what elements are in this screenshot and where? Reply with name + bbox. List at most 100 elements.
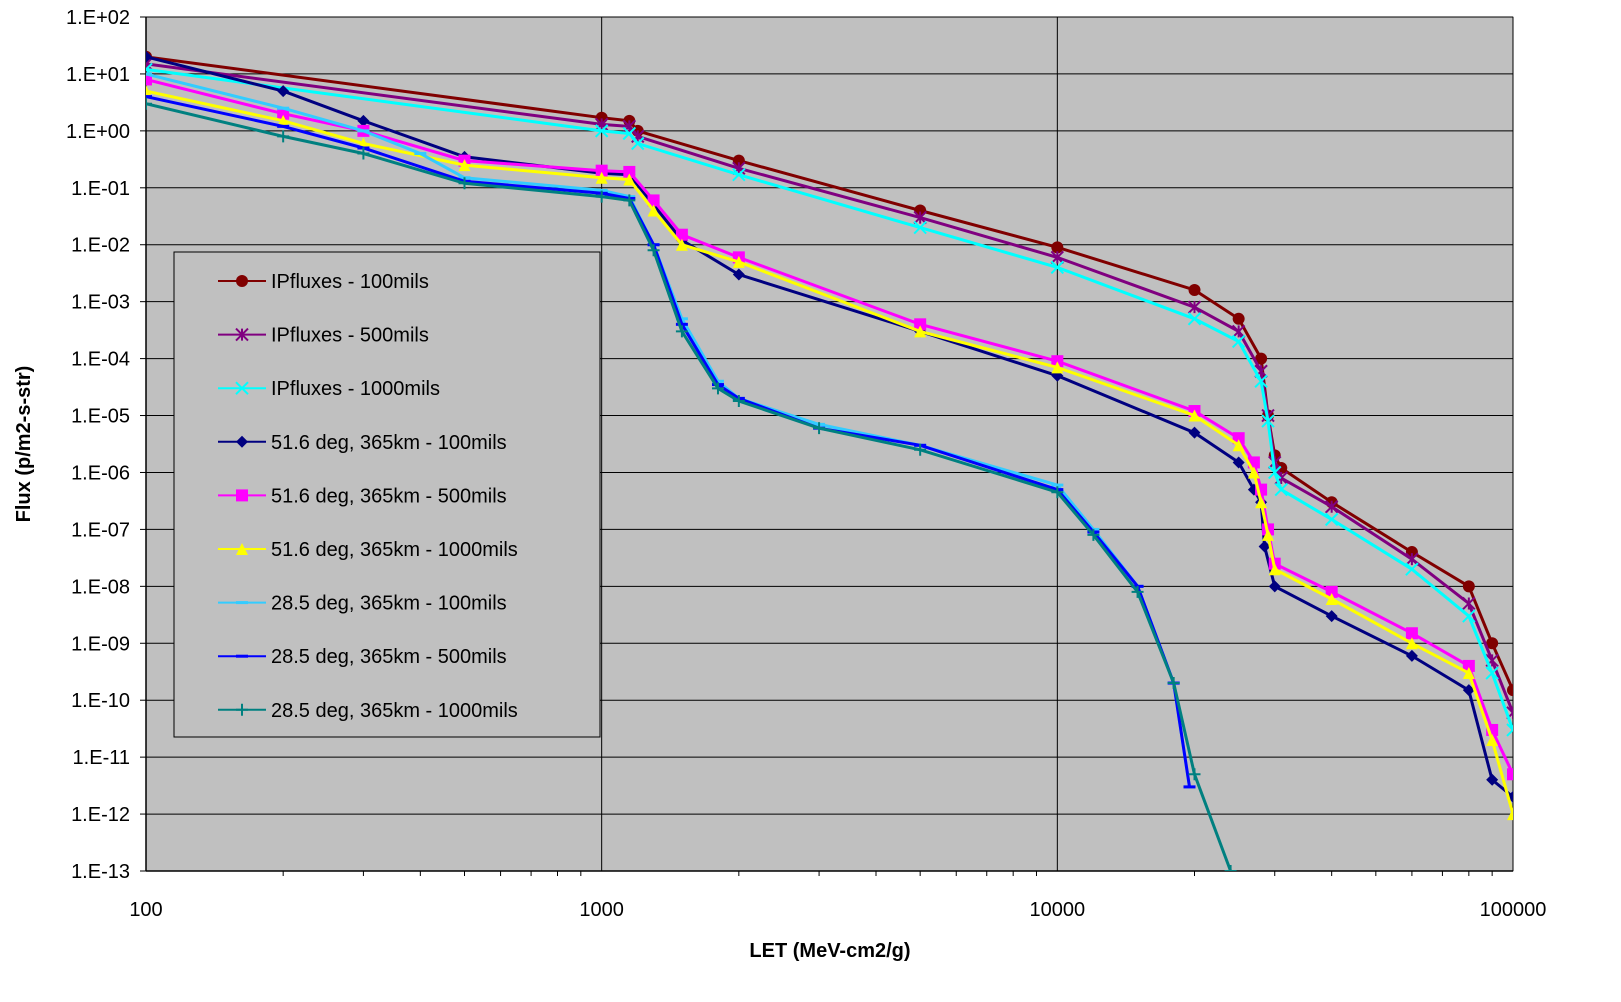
legend-label: 51.6 deg, 365km - 100mils xyxy=(271,432,507,454)
marker xyxy=(1224,865,1237,871)
y-tick-label: 1.E-04 xyxy=(71,349,130,371)
y-tick-label: 1.E-02 xyxy=(71,235,130,257)
y-tick-label: 1.E+01 xyxy=(66,64,130,86)
marker xyxy=(1462,667,1475,680)
marker xyxy=(236,435,248,448)
marker xyxy=(1131,585,1144,598)
marker xyxy=(631,136,645,151)
marker xyxy=(1232,456,1245,469)
marker xyxy=(458,177,471,190)
marker xyxy=(1506,723,1513,737)
marker xyxy=(357,147,370,160)
marker xyxy=(1167,677,1180,690)
marker xyxy=(1507,790,1513,803)
marker xyxy=(1462,609,1476,623)
marker xyxy=(913,210,927,225)
marker xyxy=(1324,512,1339,527)
marker xyxy=(235,381,249,395)
marker xyxy=(1462,580,1475,593)
legend-label: IPfluxes - 500mils xyxy=(271,325,429,347)
marker xyxy=(1462,596,1476,611)
marker xyxy=(236,543,248,555)
marker xyxy=(1268,465,1282,480)
marker xyxy=(647,194,660,207)
marker xyxy=(1188,426,1201,439)
marker xyxy=(647,204,660,217)
marker xyxy=(1231,324,1246,339)
marker xyxy=(675,228,688,241)
marker xyxy=(235,327,249,342)
marker xyxy=(1232,312,1245,325)
marker xyxy=(732,154,745,167)
y-tick-label: 1.E+00 xyxy=(66,121,130,143)
x-tick-label: 10000 xyxy=(1030,899,1086,921)
marker xyxy=(146,50,152,63)
marker xyxy=(458,159,471,172)
marker xyxy=(146,85,152,98)
legend-label: 51.6 deg, 365km - 1000mils xyxy=(271,539,518,561)
y-tick-label: 1.E-12 xyxy=(71,804,130,826)
marker xyxy=(357,114,370,127)
marker xyxy=(1050,260,1065,275)
marker xyxy=(1261,414,1275,428)
marker xyxy=(1232,432,1245,445)
marker xyxy=(146,57,153,71)
marker xyxy=(1486,637,1499,650)
marker xyxy=(595,190,608,203)
marker xyxy=(1231,334,1246,349)
marker xyxy=(1051,355,1064,368)
legend-label: 28.5 deg, 365km - 1000mils xyxy=(271,700,518,722)
y-tick-label: 1.E-13 xyxy=(71,861,130,883)
marker xyxy=(1188,409,1201,422)
marker xyxy=(675,238,688,251)
series-line xyxy=(146,89,1513,815)
marker xyxy=(1485,666,1499,680)
legend-label: 28.5 deg, 365km - 100mils xyxy=(271,593,507,615)
marker xyxy=(236,489,248,502)
marker xyxy=(675,325,688,338)
marker xyxy=(913,220,927,235)
marker xyxy=(1050,250,1065,265)
marker xyxy=(1325,610,1338,623)
y-tick-label: 1.E-10 xyxy=(71,690,130,712)
marker xyxy=(1486,773,1499,786)
marker xyxy=(1188,768,1201,781)
marker xyxy=(1462,684,1475,697)
marker xyxy=(146,73,152,86)
series-line xyxy=(146,78,1513,775)
marker xyxy=(1255,496,1268,509)
marker xyxy=(594,124,609,138)
y-axis-title: Flux (p/m2-s-str) xyxy=(13,366,35,523)
y-tick-label: 1.E-06 xyxy=(71,462,130,484)
marker xyxy=(277,114,290,127)
marker xyxy=(1188,284,1201,297)
marker xyxy=(732,395,745,407)
marker xyxy=(1268,580,1281,593)
marker xyxy=(1486,733,1499,746)
marker xyxy=(1187,312,1202,326)
marker xyxy=(1405,637,1418,650)
legend-label: IPfluxes - 1000mils xyxy=(271,378,440,400)
y-tick-label: 1.E-09 xyxy=(71,633,130,655)
y-tick-label: 1.E-07 xyxy=(71,519,130,541)
marker xyxy=(914,318,927,331)
series-line xyxy=(146,102,1233,871)
y-tick-label: 1.E+02 xyxy=(66,7,130,29)
marker xyxy=(1405,627,1418,640)
marker xyxy=(623,165,636,178)
marker xyxy=(1262,528,1275,541)
x-tick-label: 100000 xyxy=(1480,899,1547,921)
marker xyxy=(1247,466,1260,479)
marker xyxy=(1405,552,1419,566)
marker xyxy=(732,255,745,268)
marker xyxy=(236,703,248,716)
marker xyxy=(1325,592,1338,605)
marker xyxy=(1325,585,1338,598)
marker xyxy=(1187,300,1202,314)
series-layer xyxy=(146,50,1513,871)
marker xyxy=(914,443,927,456)
marker xyxy=(647,244,660,257)
x-tick-label: 100 xyxy=(129,899,162,921)
